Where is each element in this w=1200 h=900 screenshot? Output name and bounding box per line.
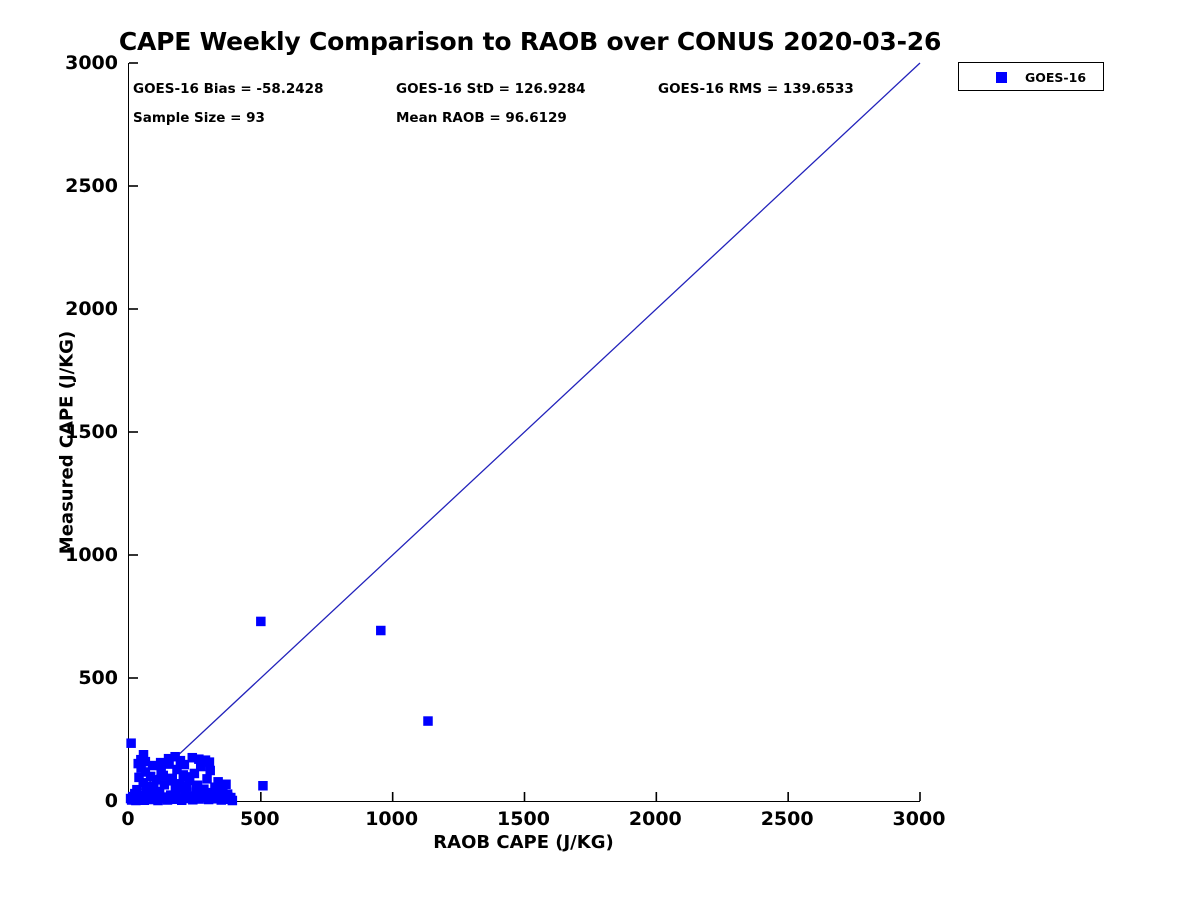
stat-mean_raob: Mean RAOB = 96.6129 (396, 110, 567, 126)
scatter-point (145, 771, 156, 782)
scatter-point (258, 780, 268, 791)
scatter-point (205, 765, 215, 776)
y-axis-title: Measured CAPE (J/KG) (56, 330, 78, 555)
y-tick-label: 0 (104, 790, 118, 812)
scatter-point (199, 784, 209, 794)
y-tick-label: 1000 (65, 544, 118, 566)
scatter-point (211, 786, 221, 796)
scatter-point (213, 777, 223, 787)
scatter-point (126, 738, 136, 748)
scatter-point (194, 754, 204, 764)
scatter-point (158, 770, 169, 781)
scatter-point (178, 770, 189, 780)
x-tick-label: 0 (121, 808, 135, 830)
x-tick-label: 3000 (892, 808, 946, 830)
scatter-point (173, 783, 183, 793)
stat-bias: GOES-16 Bias = -58.2428 (133, 81, 324, 97)
y-tick-label: 3000 (65, 52, 118, 74)
y-tick-label: 2500 (65, 175, 118, 197)
reference-line-one-to-one (128, 62, 921, 802)
x-tick-label: 1500 (497, 808, 550, 830)
scatter-point (195, 761, 206, 772)
scatter-point (140, 756, 151, 767)
y-tick-label: 1500 (65, 421, 118, 443)
stat-std: GOES-16 StD = 126.9284 (396, 81, 586, 97)
scatter-point (204, 757, 215, 767)
y-tick-label: 2000 (65, 298, 118, 320)
scatter-point (423, 716, 433, 726)
scatter-point (179, 759, 190, 770)
chart-title: CAPE Weekly Comparison to RAOB over CONU… (118, 27, 942, 56)
scatter-point (140, 767, 151, 777)
plot-area (125, 62, 921, 806)
scatter-point (180, 788, 190, 798)
reference-line (128, 62, 921, 802)
scatter-point (151, 775, 162, 785)
scatter-point (189, 768, 200, 779)
stat-sample_size: Sample Size = 93 (133, 110, 265, 126)
legend-label-goes16: GOES-16 (1025, 70, 1087, 85)
x-tick-label: 1000 (365, 808, 419, 830)
scatter-point (221, 779, 231, 790)
scatter-point (134, 772, 144, 783)
plot-canvas (125, 62, 921, 806)
scatter-point (149, 782, 159, 793)
stat-rms: GOES-16 RMS = 139.6533 (658, 81, 854, 97)
x-axis-title: RAOB CAPE (J/KG) (433, 832, 614, 853)
scatter-point (154, 786, 165, 797)
scatter-point (163, 753, 174, 764)
x-tick-label: 2500 (760, 808, 814, 830)
scatter-point (183, 772, 194, 782)
scatter-point (138, 750, 149, 760)
scatter-point (176, 795, 187, 806)
scatter-point (172, 764, 182, 775)
scatter-point (138, 778, 148, 788)
scatter-point (223, 792, 233, 802)
scatter-point (191, 780, 201, 791)
scatter-point (170, 751, 180, 762)
x-tick-label: 2000 (628, 808, 682, 830)
y-tick-label: 500 (78, 667, 118, 689)
chart-legend[interactable]: GOES-16 (958, 62, 1104, 91)
scatter-points-goes16 (125, 616, 433, 806)
scatter-point (155, 757, 166, 768)
scatter-point (141, 786, 152, 796)
scatter-point (181, 781, 192, 792)
scatter-point (191, 787, 201, 797)
scatter-point (256, 616, 266, 627)
scatter-point (159, 780, 170, 790)
scatter-point (376, 625, 386, 636)
scatter-point (188, 795, 198, 805)
scatter-point (143, 781, 154, 791)
scatter-point (164, 759, 174, 769)
scatter-point (162, 795, 173, 805)
scatter-point (187, 752, 198, 763)
scatter-point (147, 760, 158, 771)
scatter-point (132, 784, 142, 795)
x-tick-label: 500 (239, 808, 280, 830)
scatter-point (202, 774, 212, 784)
legend-marker-goes16-icon (996, 72, 1007, 83)
scatter-point (166, 776, 176, 786)
